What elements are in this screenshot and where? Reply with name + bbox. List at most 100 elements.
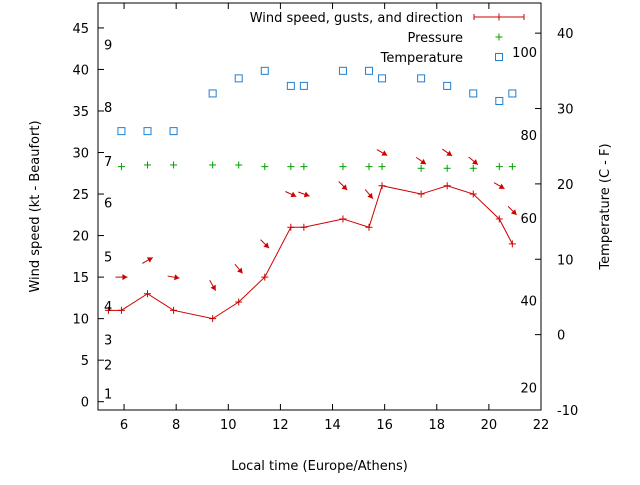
beaufort-label: 4 (104, 300, 112, 315)
data-point (170, 306, 178, 314)
x-tick-label: 16 (376, 418, 393, 433)
beaufort-label: 6 (104, 196, 112, 211)
data-point (339, 163, 347, 171)
data-point (417, 74, 426, 83)
y-tick-label: 30 (72, 147, 89, 162)
y-tick-label: 20 (72, 230, 89, 245)
beaufort-label: 9 (104, 39, 112, 54)
wind-direction-arrow (260, 239, 270, 249)
y-tick-label: 45 (72, 22, 89, 37)
y-tick-label: 5 (81, 354, 89, 369)
data-point (443, 81, 452, 90)
data-point (144, 290, 152, 298)
series-line (108, 185, 513, 320)
data-point (300, 163, 308, 171)
beaufort-label: 2 (104, 358, 112, 373)
y2-tick-label: 10 (557, 253, 574, 268)
series-1 (117, 161, 516, 172)
data-point (508, 89, 517, 98)
data-point (261, 163, 269, 171)
data-point (287, 163, 295, 171)
data-point (235, 298, 243, 306)
beaufort-label: 5 (104, 250, 112, 265)
x-axis-title: Local time (Europe/Athens) (231, 459, 408, 474)
data-point (339, 215, 347, 223)
x-tick-label: 12 (272, 418, 289, 433)
data-point (261, 273, 269, 281)
legend-marker (495, 53, 503, 61)
data-point (286, 81, 295, 90)
y-tick-label: 10 (72, 313, 89, 328)
wind-direction-arrow (142, 257, 153, 264)
axis-labels-layer: 6 8 10 12 14 16 18 20 22051015202530354045-10010… (28, 22, 613, 474)
y-tick-label: 40 (72, 63, 89, 78)
legend-label: Temperature (380, 51, 463, 66)
series-2 (117, 66, 517, 136)
x-tick-label: 8 (172, 418, 180, 433)
plot-frame (97, 2, 542, 411)
data-point (469, 190, 477, 198)
wind-arrows-layer (115, 148, 517, 291)
data-point (365, 163, 373, 171)
series-layer (104, 66, 517, 323)
data-point (208, 89, 217, 98)
data-point (287, 223, 295, 231)
data-point (417, 164, 425, 172)
data-point (378, 74, 387, 83)
data-point (495, 215, 503, 223)
beaufort-label: 7 (104, 155, 112, 170)
data-point (508, 163, 516, 171)
y-tick-label: 0 (81, 396, 89, 411)
data-point (170, 161, 178, 169)
data-point (443, 182, 451, 190)
data-point (234, 74, 243, 83)
x-tick-label: 10 (220, 418, 237, 433)
data-point (117, 163, 125, 171)
data-point (299, 81, 308, 90)
data-point (417, 190, 425, 198)
y2-tick-label: -10 (557, 404, 578, 419)
series-0 (104, 182, 516, 323)
wind-direction-arrow (209, 279, 217, 291)
wind-direction-arrow (507, 206, 517, 216)
wind-direction-arrow (285, 191, 297, 198)
wind-direction-arrow (298, 191, 310, 198)
x-tick-label: 18 (428, 418, 445, 433)
data-point (235, 161, 243, 169)
fahrenheit-label: 100 (512, 46, 537, 61)
data-point (300, 223, 308, 231)
x-tick-label: 6 (120, 418, 128, 433)
data-point (143, 127, 152, 136)
data-point (378, 182, 386, 190)
data-point (169, 127, 178, 136)
y-axis-title: Wind speed (kt - Beaufort) (28, 120, 43, 292)
data-point (469, 89, 478, 98)
legend-entry: Temperature (380, 51, 503, 66)
wind-direction-arrow (167, 274, 180, 281)
data-point (338, 66, 347, 75)
legend-label: Wind speed, gusts, and direction (250, 11, 463, 26)
y2-tick-label: 0 (557, 329, 565, 344)
legend-entry: Pressure (407, 31, 503, 46)
x-tick-label: 20 (481, 418, 498, 433)
wind-direction-arrow (415, 156, 427, 165)
data-point (469, 164, 477, 172)
y-tick-label: 25 (72, 188, 89, 203)
y2-axis-title: Temperature (C - F) (598, 143, 613, 270)
legend-marker (495, 33, 503, 41)
fahrenheit-label: 20 (520, 381, 537, 396)
wind-direction-arrow (441, 148, 453, 157)
wind-direction-arrow (234, 263, 243, 274)
legend-label: Pressure (407, 31, 463, 46)
y2-tick-label: 30 (557, 103, 574, 118)
data-point (260, 66, 269, 75)
beaufort-label: 8 (104, 101, 112, 116)
data-point (508, 240, 516, 248)
y2-tick-label: 20 (557, 178, 574, 193)
data-point (443, 164, 451, 172)
data-point (209, 315, 217, 323)
x-tick-label: 14 (324, 418, 341, 433)
data-point (144, 161, 152, 169)
